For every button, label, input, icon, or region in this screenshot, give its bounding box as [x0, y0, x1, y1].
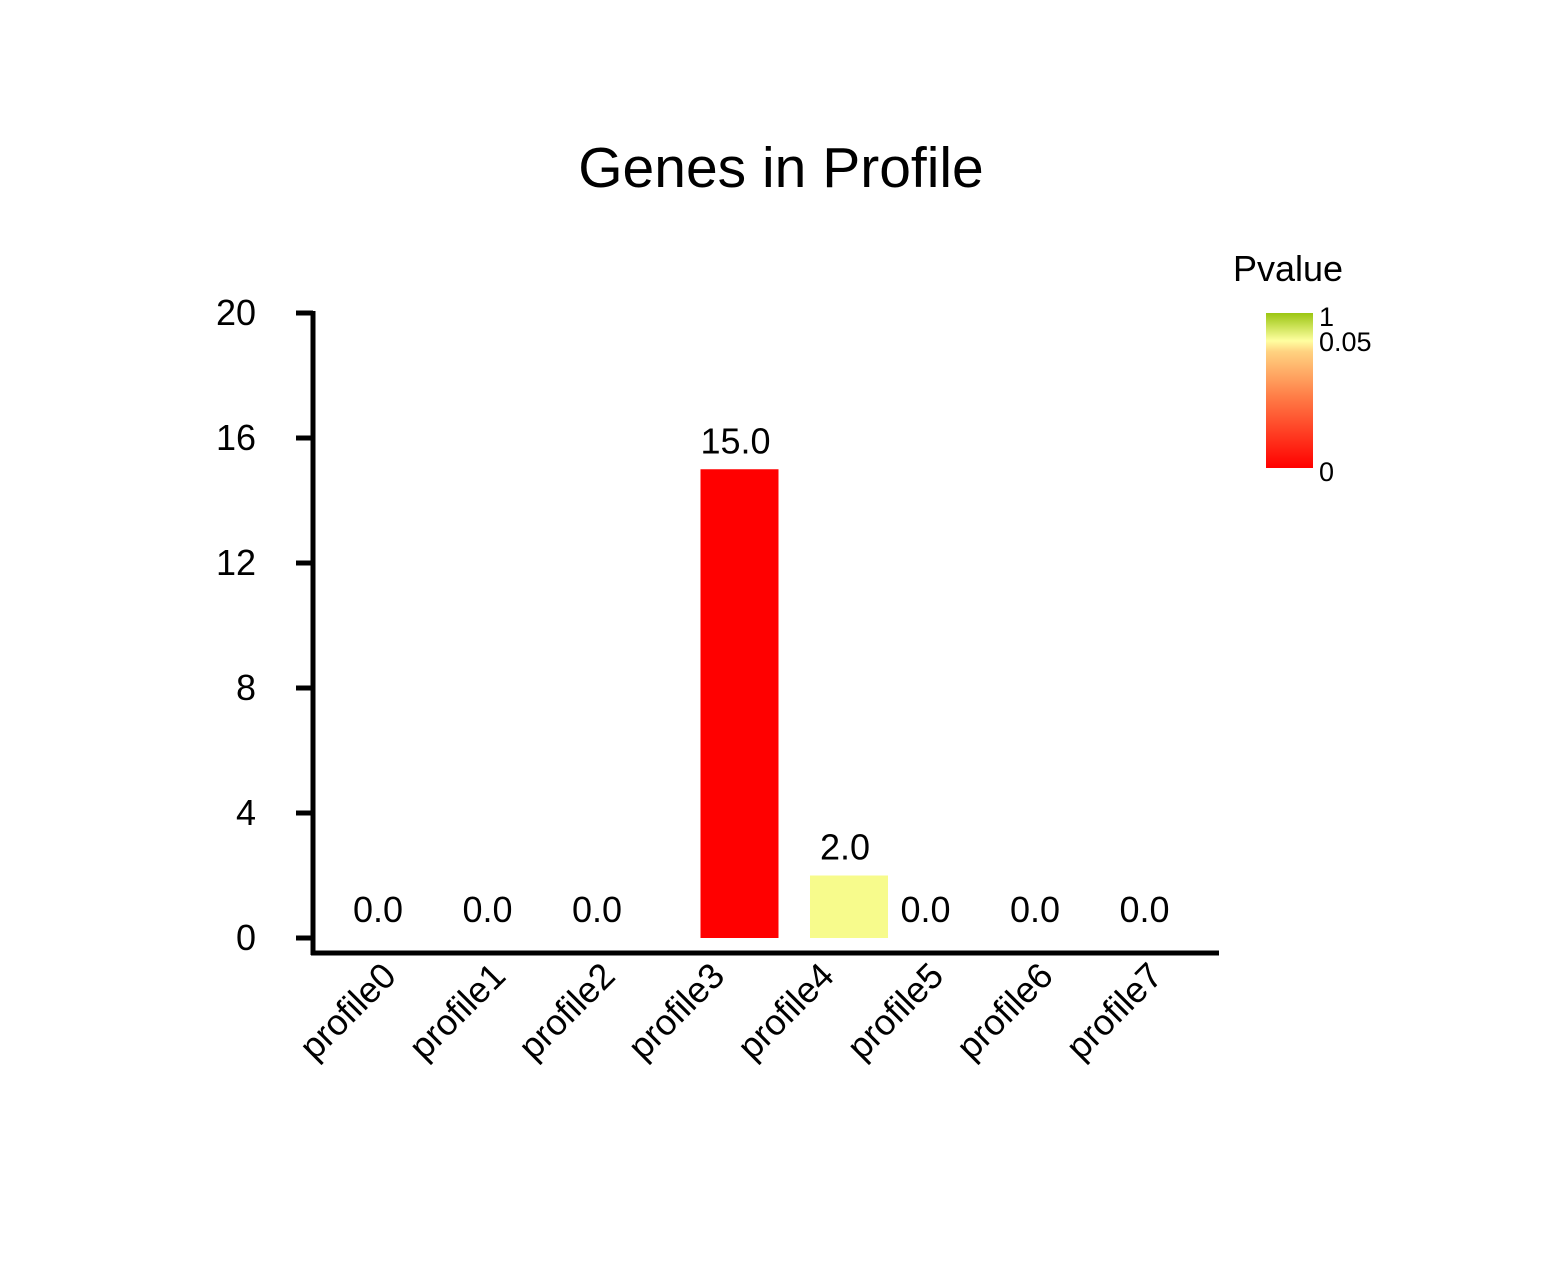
legend-tick-label-0: 0	[1319, 457, 1334, 487]
y-tick-label: 12	[216, 542, 256, 583]
y-tick-label: 8	[236, 667, 256, 708]
x-tick-label-profile6: profile6	[948, 955, 1060, 1067]
value-label-profile7: 0.0	[1119, 889, 1169, 930]
bar-profile3	[700, 469, 779, 938]
y-tick-label: 16	[216, 417, 256, 458]
x-tick-label-profile0: profile0	[291, 955, 403, 1067]
x-tick-label-profile2: profile2	[510, 955, 622, 1067]
value-label-profile3: 15.0	[700, 420, 770, 461]
x-tick-label-profile1: profile1	[401, 955, 513, 1067]
value-label-profile1: 0.0	[462, 889, 512, 930]
value-label-profile6: 0.0	[1010, 889, 1060, 930]
legend-title: Pvalue	[1233, 248, 1343, 289]
bars	[700, 469, 888, 938]
x-tick-label-profile5: profile5	[839, 955, 951, 1067]
x-tick-label-profile7: profile7	[1058, 955, 1170, 1067]
chart-title: Genes in Profile	[578, 136, 984, 200]
bar-value-labels: 0.0 0.0 0.0 15.0 2.0 0.0 0.0 0.0	[353, 420, 1170, 930]
y-tick-label: 4	[236, 792, 256, 833]
pvalue-legend: Pvalue 1 0.05 0	[1233, 248, 1372, 487]
legend-tick-label-0-05: 0.05	[1319, 327, 1372, 357]
x-tick-label-profile4: profile4	[729, 955, 841, 1067]
y-tick-label: 0	[236, 917, 256, 958]
value-label-profile2: 0.0	[572, 889, 622, 930]
legend-tick-label-1: 1	[1319, 302, 1334, 332]
y-axis-ticks: 0 4 8 12 16 20	[216, 292, 313, 958]
pvalue-colorbar	[1266, 313, 1313, 468]
value-label-profile0: 0.0	[353, 889, 403, 930]
bar-profile4	[810, 875, 888, 938]
value-label-profile5: 0.0	[900, 889, 950, 930]
value-label-profile4: 2.0	[820, 827, 870, 868]
x-axis-tick-labels: profile0profile1profile2profile3profile4…	[291, 955, 1170, 1067]
x-tick-label-profile3: profile3	[620, 955, 732, 1067]
y-tick-label: 20	[216, 292, 256, 333]
